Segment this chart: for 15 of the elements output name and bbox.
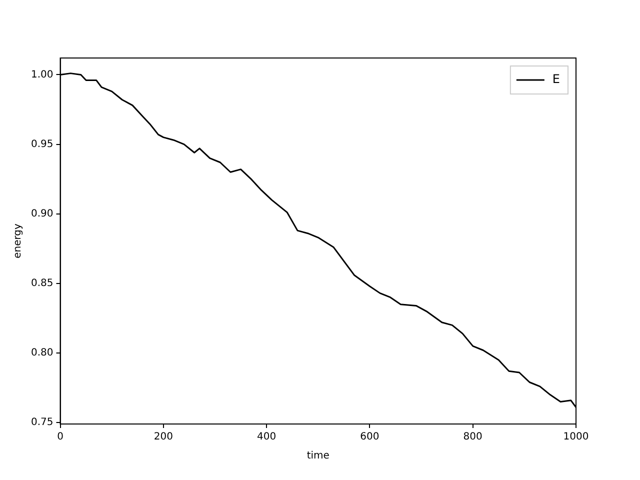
x-tick-label: 200 xyxy=(154,432,173,443)
legend-label: E xyxy=(552,72,560,86)
x-tick-label: 600 xyxy=(360,432,380,443)
y-tick-label: 1.00 xyxy=(31,69,54,80)
y-tick-label: 0.95 xyxy=(31,138,54,150)
x-tick-label: 800 xyxy=(463,432,482,443)
y-tick-label: 0.75 xyxy=(31,417,54,428)
y-tick-label: 0.85 xyxy=(31,278,54,290)
x-tick-label: 1000 xyxy=(563,432,589,443)
y-tick-label: 0.90 xyxy=(31,208,54,220)
x-tick-label: 400 xyxy=(257,432,276,443)
x-axis-title: time xyxy=(306,450,330,462)
x-tick-label: 0 xyxy=(57,432,64,443)
y-axis-title: energy xyxy=(12,223,24,258)
y-tick-label: 0.80 xyxy=(31,348,54,359)
